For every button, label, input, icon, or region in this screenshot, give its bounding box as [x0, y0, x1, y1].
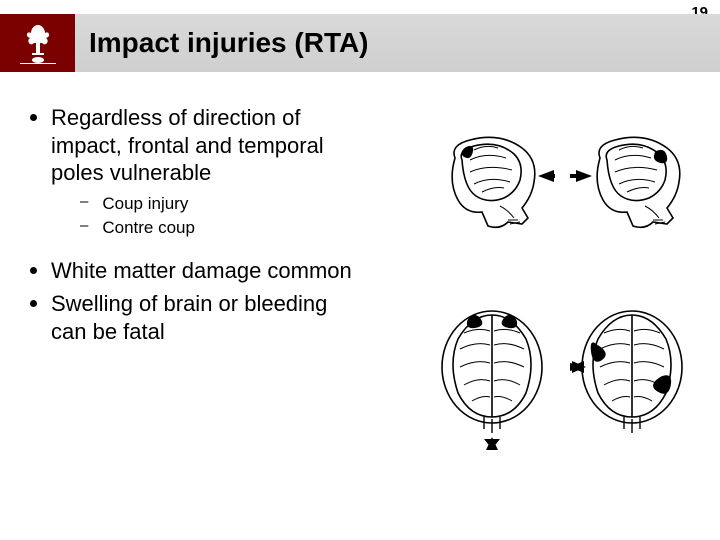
institution-logo — [0, 14, 75, 72]
bullet-text: White matter damage common — [51, 257, 352, 285]
title-text-container: Impact injuries (RTA) — [75, 14, 720, 72]
bullet-item: – Contre coup — [80, 217, 365, 239]
bullet-marker-icon — [30, 267, 37, 274]
brain-diagram-superior-lateral — [570, 305, 695, 450]
bullet-text: Regardless of direction of impact, front… — [51, 104, 365, 187]
bullet-marker-icon — [30, 114, 37, 121]
bullet-text: Coup injury — [102, 193, 188, 215]
bullet-text: Swelling of brain or bleeding can be fat… — [51, 290, 365, 345]
bullet-item: Regardless of direction of impact, front… — [30, 104, 365, 187]
palmetto-logo-icon — [14, 19, 62, 67]
brain-diagram-lateral-frontal — [570, 130, 695, 235]
brain-illustration-panel — [400, 120, 700, 520]
slide-title: Impact injuries (RTA) — [89, 27, 369, 59]
title-bar: Impact injuries (RTA) — [0, 14, 720, 72]
bullet-item: Swelling of brain or bleeding can be fat… — [30, 290, 365, 345]
brain-diagram-lateral-occipital — [430, 130, 555, 235]
dash-marker-icon: – — [80, 217, 88, 234]
content-area: Regardless of direction of impact, front… — [30, 104, 365, 351]
dash-marker-icon: – — [80, 193, 88, 210]
brain-diagram-superior-anterior — [430, 305, 555, 450]
bullet-item: White matter damage common — [30, 257, 365, 285]
bullet-text: Contre coup — [102, 217, 195, 239]
bullet-marker-icon — [30, 300, 37, 307]
sub-bullet-group: – Coup injury – Contre coup — [30, 193, 365, 239]
bullet-item: – Coup injury — [80, 193, 365, 215]
